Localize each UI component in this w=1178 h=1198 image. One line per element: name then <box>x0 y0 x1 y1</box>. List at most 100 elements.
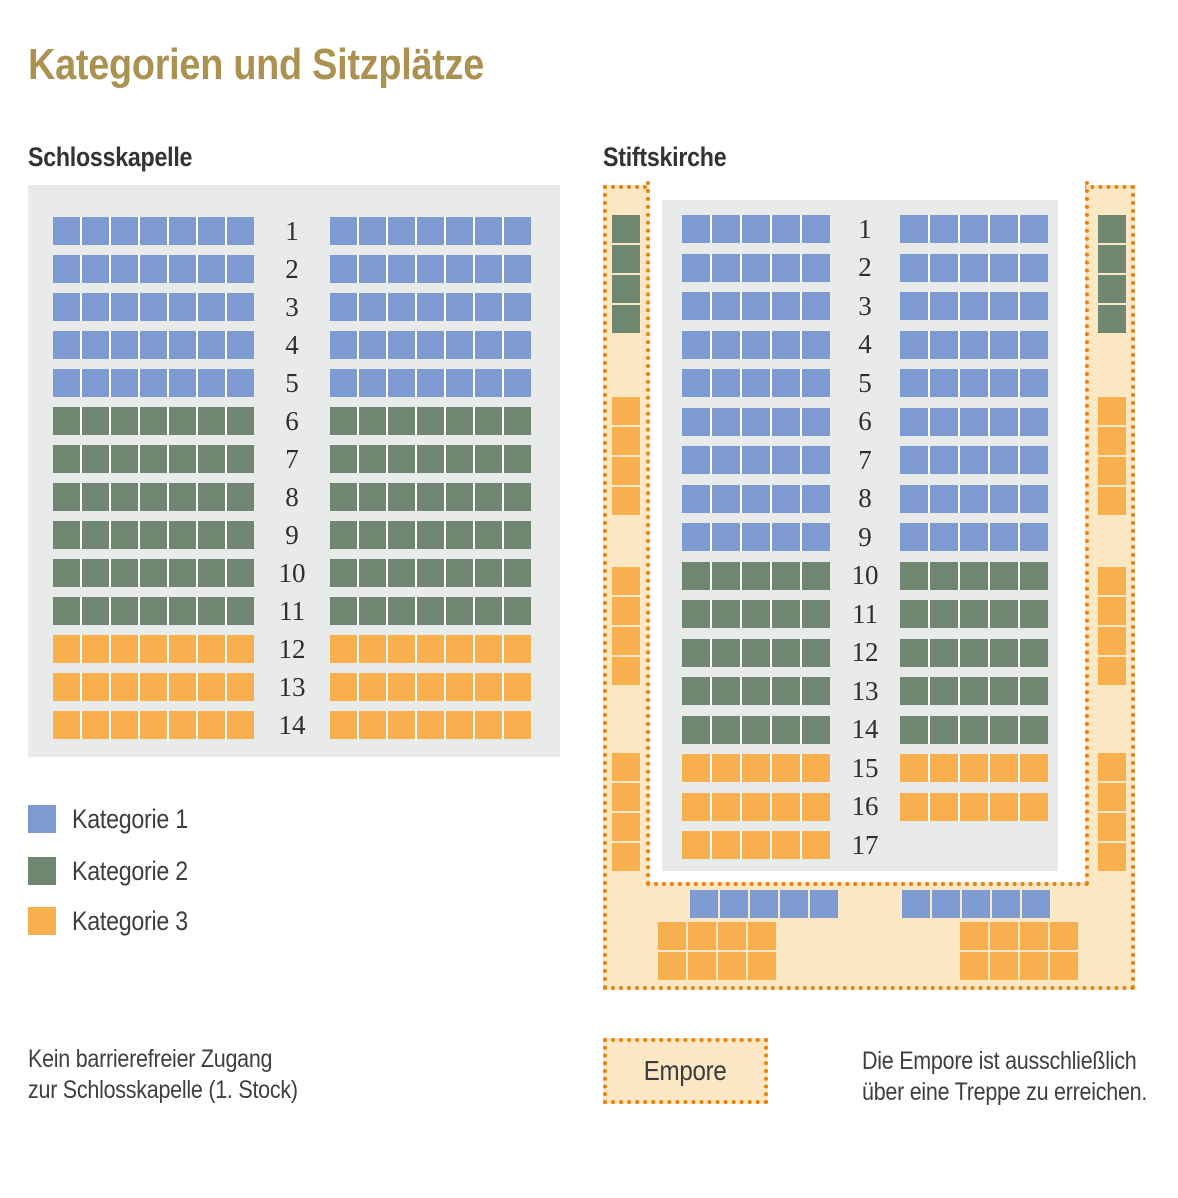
row-number: 11 <box>279 595 305 626</box>
seat <box>612 567 640 595</box>
seat-block <box>900 330 1048 359</box>
seat-block <box>900 561 1048 590</box>
seat <box>446 255 473 283</box>
seat <box>802 600 830 628</box>
seat <box>612 813 640 841</box>
seat <box>612 397 640 425</box>
seat-block <box>53 521 254 549</box>
legend-label: Kategorie 3 <box>72 905 188 936</box>
seat-block <box>682 484 830 513</box>
seat <box>388 597 415 625</box>
seat <box>475 217 502 245</box>
seat <box>612 597 640 625</box>
seat <box>930 369 958 397</box>
stiftskirche-heading: Stiftskirche <box>603 142 727 172</box>
seat <box>330 635 357 663</box>
seat <box>111 255 138 283</box>
seat <box>227 711 254 739</box>
seat <box>960 677 988 705</box>
seat <box>990 253 1018 282</box>
seat <box>772 253 800 282</box>
seat-row-17: 17 <box>662 830 1058 860</box>
seat <box>82 217 109 245</box>
seat <box>990 484 1018 513</box>
row-number: 15 <box>851 752 879 783</box>
seat <box>688 952 716 980</box>
seat <box>53 331 80 359</box>
seat <box>227 217 254 245</box>
seat <box>712 407 740 436</box>
seat-block <box>53 407 254 435</box>
seat <box>900 446 928 474</box>
seat-block <box>53 711 254 739</box>
seat <box>960 446 988 474</box>
seat-block <box>330 293 531 321</box>
seat <box>388 369 415 397</box>
seat <box>111 711 138 739</box>
seat <box>1098 305 1126 333</box>
seat <box>802 638 830 667</box>
row-number: 14 <box>851 714 879 744</box>
seat-block <box>900 638 1048 667</box>
seat <box>612 753 640 781</box>
seat <box>930 523 958 551</box>
seat <box>772 446 800 474</box>
seat-block <box>330 483 531 511</box>
seat <box>930 561 958 590</box>
seat <box>712 600 740 628</box>
seat <box>802 369 830 397</box>
seat <box>930 754 958 782</box>
seat <box>82 445 109 473</box>
seat <box>227 559 254 587</box>
seat <box>802 484 830 513</box>
seat-block <box>330 559 531 587</box>
seat <box>902 890 930 918</box>
seat <box>960 600 988 628</box>
seat <box>772 638 800 667</box>
row-number: 4 <box>858 329 872 359</box>
seat-row-7: 7 <box>28 444 560 474</box>
seat <box>53 521 80 549</box>
row-number: 6 <box>285 405 299 436</box>
seat-block <box>682 677 830 705</box>
seat <box>475 331 502 359</box>
seat <box>475 597 502 625</box>
seat-block <box>330 369 531 397</box>
seat <box>712 523 740 551</box>
seat <box>111 483 138 511</box>
seat <box>359 331 386 359</box>
seat <box>1020 561 1048 590</box>
seat-block <box>53 255 254 283</box>
seat <box>388 407 415 435</box>
seat-row-4: 4 <box>28 330 560 360</box>
row-number: 1 <box>285 215 299 246</box>
seat <box>82 407 109 435</box>
seat <box>111 635 138 663</box>
seat <box>612 457 640 485</box>
seat <box>772 754 800 782</box>
seat <box>504 597 531 625</box>
seat <box>388 635 415 663</box>
seat <box>802 215 830 243</box>
seat <box>930 407 958 436</box>
seat-row-9: 9 <box>28 520 560 550</box>
seat <box>111 293 138 321</box>
seat <box>1020 952 1048 980</box>
seat <box>990 292 1018 320</box>
seat <box>712 677 740 705</box>
seat <box>960 561 988 590</box>
seat <box>682 561 710 590</box>
seat <box>682 446 710 474</box>
seat-row-3: 3 <box>28 292 560 322</box>
seat-row-1: 1 <box>28 215 560 246</box>
empore-note: Die Empore ist ausschließlich über eine … <box>862 1046 1178 1108</box>
seat <box>82 483 109 511</box>
seat <box>802 407 830 436</box>
seat <box>504 521 531 549</box>
row-number: 13 <box>851 675 879 706</box>
seat <box>53 407 80 435</box>
seat <box>802 330 830 359</box>
seat <box>802 831 830 859</box>
seat-block <box>682 638 830 667</box>
seat <box>417 217 444 245</box>
